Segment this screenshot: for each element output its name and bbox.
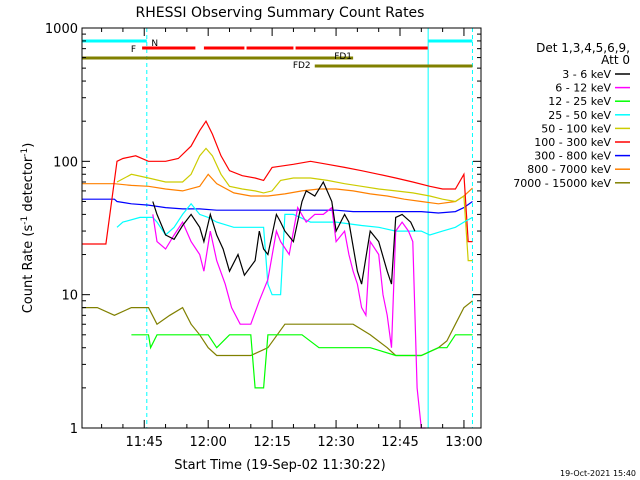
footer-timestamp: 19-Oct-2021 15:40 xyxy=(560,469,636,478)
series-3 xyxy=(131,334,473,389)
series-9 xyxy=(82,300,473,357)
series-5 xyxy=(116,147,473,262)
legend-label-7: 300 - 800 keV xyxy=(534,150,611,163)
legend-label-8: 800 - 7000 keV xyxy=(527,163,611,176)
y-tick-label-2: 10 xyxy=(61,289,78,304)
series-4 xyxy=(116,202,473,296)
series-line-7 xyxy=(82,198,473,214)
x-tick-label-2: 12:00 xyxy=(189,435,226,450)
legend-label-1: 3 - 6 keV xyxy=(562,68,611,81)
series-7 xyxy=(82,198,473,214)
status-label-fd2: FD2 xyxy=(293,61,311,71)
legend-header-line1: Det 1,3,4,5,6,9, xyxy=(536,41,630,55)
y-tick-label-3: 100 xyxy=(53,155,78,170)
series-line-5 xyxy=(116,147,473,262)
x-tick-label-1: 11:45 xyxy=(126,435,163,450)
series-2 xyxy=(152,205,426,429)
series-line-9 xyxy=(82,300,473,357)
status-bar-f: F xyxy=(131,45,428,55)
legend-label-6: 100 - 300 keV xyxy=(534,136,611,149)
x-tick-label-4: 12:30 xyxy=(317,435,354,450)
status-bar-fd2: FD2 xyxy=(293,61,473,71)
legend-header-line2: Att 0 xyxy=(601,53,630,67)
y-tick-label-4: 1000 xyxy=(45,22,78,37)
series-line-8 xyxy=(82,173,473,205)
series-line-1 xyxy=(152,180,416,285)
y-axis: 1 10 100 1000 xyxy=(45,22,481,437)
legend-label-2: 6 - 12 keV xyxy=(555,82,611,95)
legend-label-3: 12 - 25 keV xyxy=(548,95,611,108)
x-tick-label-6: 13:00 xyxy=(445,435,482,450)
legend-label-9: 7000 - 15000 keV xyxy=(513,177,611,190)
y-axis-label: Count Rate (s-1 detector-1) xyxy=(20,143,36,314)
y-tick-label-1: 1 xyxy=(70,422,78,437)
status-bar-n: N xyxy=(82,39,473,49)
x-tick-label-5: 12:45 xyxy=(381,435,418,450)
series-line-2 xyxy=(152,205,426,429)
x-axis-label: Start Time (19-Sep-02 11:30:22) xyxy=(174,458,385,473)
legend-label-5: 50 - 100 keV xyxy=(541,122,611,135)
series-8 xyxy=(82,173,473,205)
status-label-fd1: FD1 xyxy=(334,52,352,62)
plot-area: N F FD1 FD2 xyxy=(81,28,473,429)
status-label-f: F xyxy=(131,45,136,55)
chart-title: RHESSI Observing Summary Count Rates xyxy=(136,5,425,21)
status-label-n: N xyxy=(151,39,158,49)
x-axis: 11:45 12:00 12:15 12:30 12:45 13:00 xyxy=(101,28,483,450)
status-bar-fd1: FD1 xyxy=(82,52,354,62)
plot-frame xyxy=(81,27,482,429)
series-line-4 xyxy=(116,202,473,296)
series-6 xyxy=(82,120,473,245)
series-line-6 xyxy=(82,120,473,245)
series-line-3 xyxy=(131,334,473,389)
series-1 xyxy=(152,180,416,285)
x-tick-label-3: 12:15 xyxy=(253,435,290,450)
legend-label-4: 25 - 50 keV xyxy=(548,109,611,122)
